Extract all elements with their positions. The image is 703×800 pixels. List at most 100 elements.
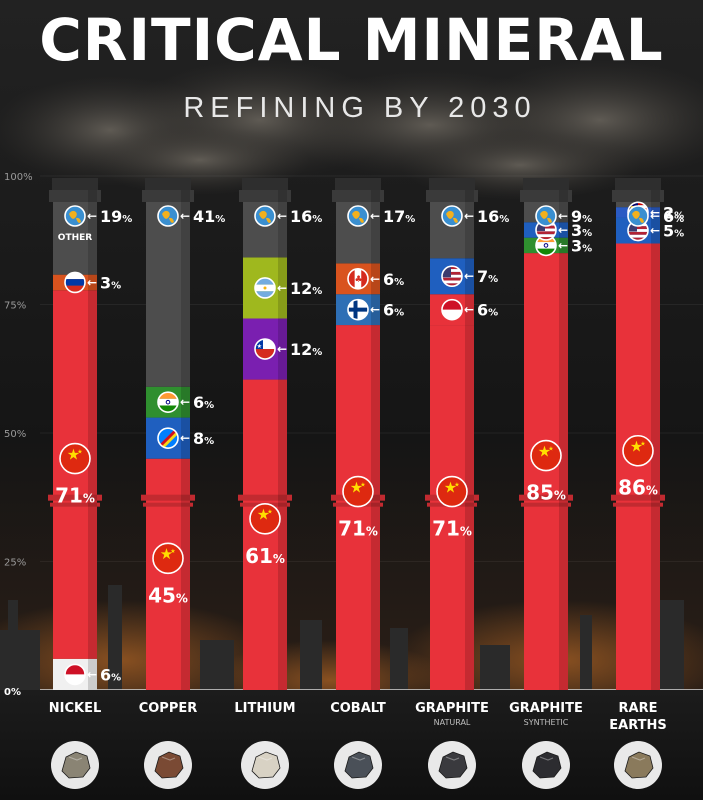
arrow-icon: ← [277, 342, 287, 356]
svg-text:★: ★ [350, 478, 363, 496]
arrow-icon: ← [87, 275, 97, 289]
value-label: 19% [100, 207, 132, 226]
value-label: 16% [290, 207, 322, 226]
value-label: 3% [100, 273, 121, 292]
lithium-ore-icon [241, 741, 289, 789]
chimney-ring [521, 502, 571, 507]
chimney-ring [143, 502, 193, 507]
svg-text:★: ★ [67, 445, 80, 463]
rare-earths-icon [614, 741, 662, 789]
segment-other [146, 202, 190, 387]
chimney-ring [611, 494, 665, 501]
arrow-icon: ← [277, 209, 287, 223]
segment-china [430, 325, 474, 690]
segment-label: ← 16% [254, 205, 322, 227]
value-label: 41% [193, 207, 225, 226]
arrow-icon: ← [277, 281, 287, 295]
category-label: EARTHS [609, 718, 666, 733]
chimney-ring [48, 494, 102, 501]
segment-label: ← 16% [441, 205, 509, 227]
chimney-cap [429, 178, 475, 190]
svg-text:★: ★ [538, 442, 551, 460]
category-sublabel: SYNTHETIC [524, 718, 569, 727]
segment-label: ← 17% [347, 205, 415, 227]
category-label: GRAPHITE [415, 701, 489, 716]
nickel-ore-icon [51, 741, 99, 789]
chimney-rim [239, 190, 291, 202]
chimney-rim [520, 190, 572, 202]
arrow-icon: ← [464, 303, 474, 317]
chimney-cap [242, 178, 288, 190]
svg-text:★: ★ [548, 445, 553, 452]
svg-text:★: ★ [257, 506, 270, 524]
y-tick-label: 0% [4, 687, 21, 698]
y-tick-label: 50% [4, 429, 26, 440]
chimney-6: ★★86%← 5%← 2%← 6% [611, 178, 684, 691]
arrow-icon: ← [464, 209, 474, 223]
category-label: COPPER [139, 701, 198, 716]
chimney-cap [615, 178, 661, 190]
chimney-rim [426, 190, 478, 202]
chimney-ring [141, 494, 195, 501]
chimney-4: ★★71%← 6%← 7%← 16% [425, 178, 509, 690]
arrow-icon: ← [370, 272, 380, 286]
value-label: 12% [290, 279, 322, 298]
svg-text:★: ★ [360, 481, 365, 488]
segment-label: ← 12% [254, 277, 322, 299]
svg-text:★: ★ [77, 448, 82, 455]
svg-text:★: ★ [160, 545, 173, 563]
svg-text:★: ★ [257, 343, 262, 350]
segment-china [336, 325, 380, 690]
chimney-ring [519, 494, 573, 501]
value-label: 17% [383, 207, 415, 226]
chimney-cap [145, 178, 191, 190]
segment-label: ← 6% [64, 663, 121, 686]
chimney-rim [49, 190, 101, 202]
segment-label: ← 6% [157, 391, 214, 413]
segment-label: ← 7% [441, 265, 498, 288]
arrow-icon: ← [87, 209, 97, 223]
chimney-cap [523, 178, 569, 190]
chimney-rim [332, 190, 384, 202]
arrow-icon: ← [650, 209, 660, 223]
svg-text:★: ★ [640, 440, 645, 447]
cobalt-ore-icon [334, 741, 382, 789]
chimney-shade [371, 190, 380, 690]
arrow-icon: ← [180, 431, 190, 445]
svg-text:★: ★ [267, 509, 272, 516]
arrow-icon: ← [558, 238, 568, 252]
segment-china [616, 243, 660, 691]
chimney-cap [52, 178, 98, 190]
chimney-shade [181, 190, 190, 690]
svg-text:♣: ♣ [355, 275, 363, 285]
y-tick-label: 25% [4, 558, 26, 569]
segment-label: ★★61% [245, 502, 285, 568]
chimney-shade [88, 190, 97, 690]
svg-text:★: ★ [444, 478, 457, 496]
chimney-1: ★★45%← 8%← 6%← 41% [141, 178, 225, 690]
arrow-icon: ← [650, 224, 660, 238]
category-label: LITHIUM [234, 701, 295, 716]
chimney-cap [335, 178, 381, 190]
segment-label: ★★85% [526, 439, 566, 505]
value-label: 6% [383, 301, 404, 320]
value-label: 16% [477, 207, 509, 226]
segment-label: ♣ ← 6% [347, 267, 404, 290]
chimney-shade [651, 190, 660, 690]
segment-label: ← 41% [157, 205, 225, 227]
arrow-icon: ← [180, 395, 190, 409]
y-tick-label: 100% [4, 172, 33, 183]
segment-label: ← 8% [157, 427, 214, 449]
segment-label: ← 9% [535, 205, 592, 227]
graphite-synthetic-icon [522, 741, 570, 789]
segment-label: ← 6% [347, 298, 404, 321]
chimney-2: ★★61%★ ← 12%← 12%← 16% [238, 178, 322, 690]
segment-label: ★★71% [432, 475, 472, 541]
value-label: 6% [193, 393, 214, 412]
copper-ore-icon [144, 741, 192, 789]
value-label: 6% [383, 270, 404, 289]
graphite-natural-icon [428, 741, 476, 789]
segment-label: ★ ← 12% [254, 338, 322, 360]
category-label: RARE [619, 701, 658, 716]
chimney-3: ★★71%← 6%♣ ← 6%← 17% [331, 178, 415, 690]
